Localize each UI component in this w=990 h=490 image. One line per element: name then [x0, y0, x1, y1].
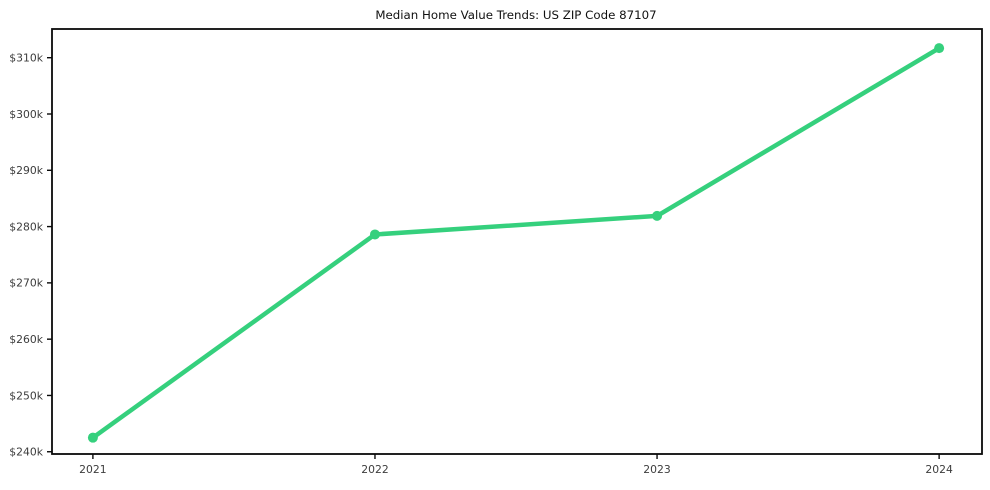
y-tick-label: $290k [9, 164, 43, 177]
y-tick-label: $260k [9, 333, 43, 346]
x-tick-label: 2022 [361, 463, 388, 476]
x-tick-label: 2024 [925, 463, 953, 476]
y-tick-label: $300k [9, 108, 43, 121]
plot-border [51, 28, 983, 455]
y-axis: $240k $250k $260k $270k $280k $290k $300k $310k [9, 52, 52, 459]
y-tick-label: $270k [9, 277, 43, 290]
y-tick-label: $250k [9, 389, 43, 402]
x-tick-label: 2021 [79, 463, 106, 476]
data-point-marker [652, 210, 663, 221]
x-tick-label: 2023 [643, 463, 670, 476]
y-tick-label: $310k [9, 52, 43, 65]
chart-title: Median Home Value Trends: US ZIP Code 87… [375, 8, 656, 22]
trend-line [90, 45, 942, 440]
y-tick-label: $240k [9, 446, 43, 459]
x-axis: 2021 2022 2023 2024 [79, 454, 953, 476]
data-point-marker [934, 43, 945, 54]
data-point-marker [87, 432, 98, 443]
line-series [87, 43, 945, 443]
y-tick-label: $280k [9, 220, 43, 233]
data-point-marker [369, 229, 380, 240]
